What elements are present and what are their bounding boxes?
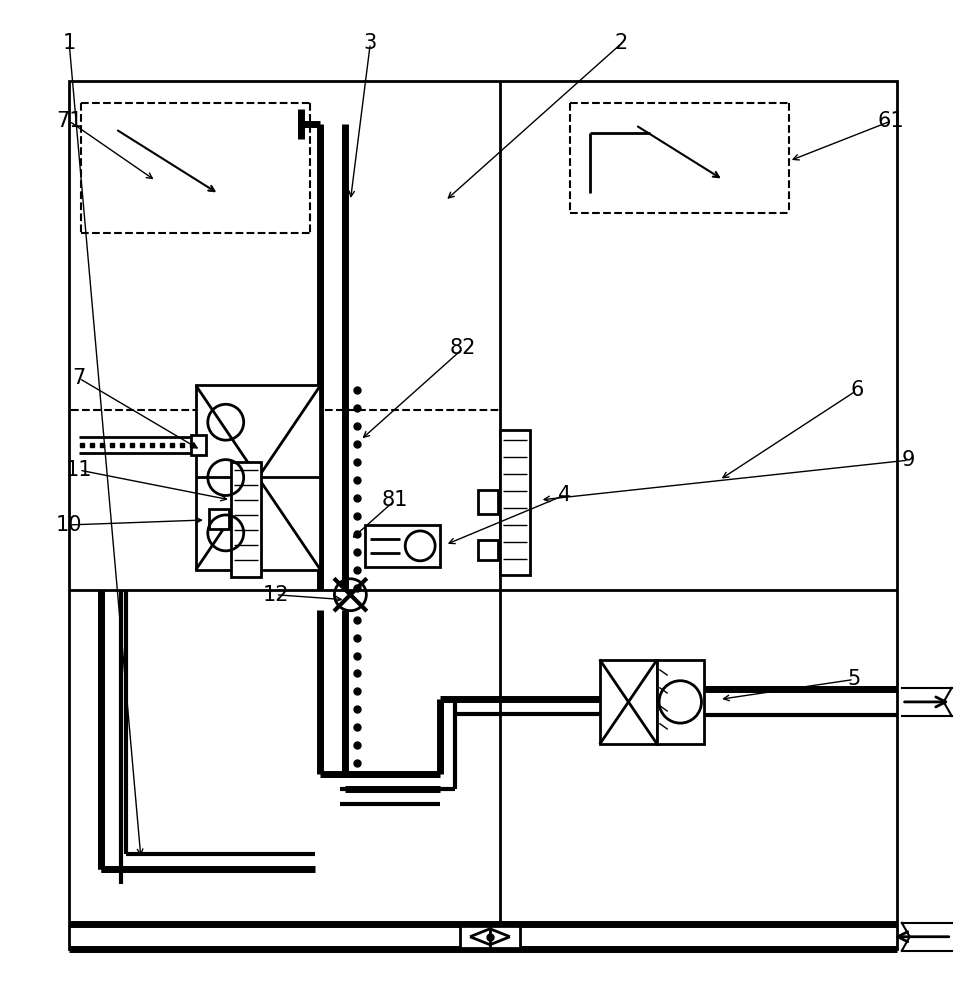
Text: 2: 2 <box>615 33 628 53</box>
Bar <box>478 490 498 514</box>
Text: 81: 81 <box>382 490 408 510</box>
Bar <box>500 430 530 575</box>
Text: 6: 6 <box>850 380 864 400</box>
Text: 4: 4 <box>558 485 571 505</box>
Text: 12: 12 <box>262 585 289 605</box>
Text: 5: 5 <box>847 669 861 689</box>
Bar <box>657 660 704 744</box>
Bar <box>69 81 896 949</box>
Bar <box>478 540 498 560</box>
Bar <box>208 509 229 529</box>
Bar <box>196 385 320 570</box>
Text: 7: 7 <box>72 368 86 388</box>
Text: 82: 82 <box>450 338 477 358</box>
Text: 61: 61 <box>877 111 904 131</box>
Text: 10: 10 <box>56 515 82 535</box>
Text: 3: 3 <box>364 33 377 53</box>
Text: 9: 9 <box>902 450 916 470</box>
Text: 1: 1 <box>63 33 76 53</box>
Bar <box>366 525 440 567</box>
Bar <box>599 660 657 744</box>
Text: 11: 11 <box>66 460 93 480</box>
Bar <box>191 435 206 455</box>
Bar <box>231 462 261 577</box>
Text: 71: 71 <box>56 111 82 131</box>
Bar <box>460 926 520 948</box>
